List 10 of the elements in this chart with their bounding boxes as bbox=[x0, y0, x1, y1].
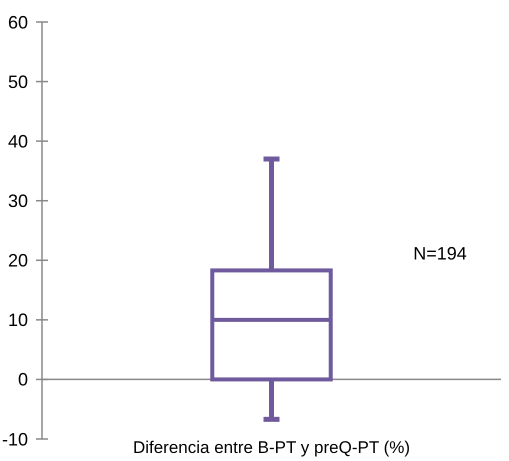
y-tick-label: 0 bbox=[18, 370, 28, 390]
y-tick-label: 40 bbox=[8, 131, 28, 152]
y-tick-label: 50 bbox=[8, 72, 28, 92]
y-tick-label: 60 bbox=[8, 12, 28, 32]
x-tick-label: Diferencia entre B-PT y preQ-PT (%) bbox=[132, 438, 410, 457]
y-tick-label: 20 bbox=[8, 250, 28, 271]
annotation: N=194 bbox=[413, 244, 467, 264]
y-tick-label: -10 bbox=[2, 429, 28, 450]
y-tick-label: 10 bbox=[8, 310, 28, 330]
y-tick-label: 30 bbox=[8, 191, 28, 212]
